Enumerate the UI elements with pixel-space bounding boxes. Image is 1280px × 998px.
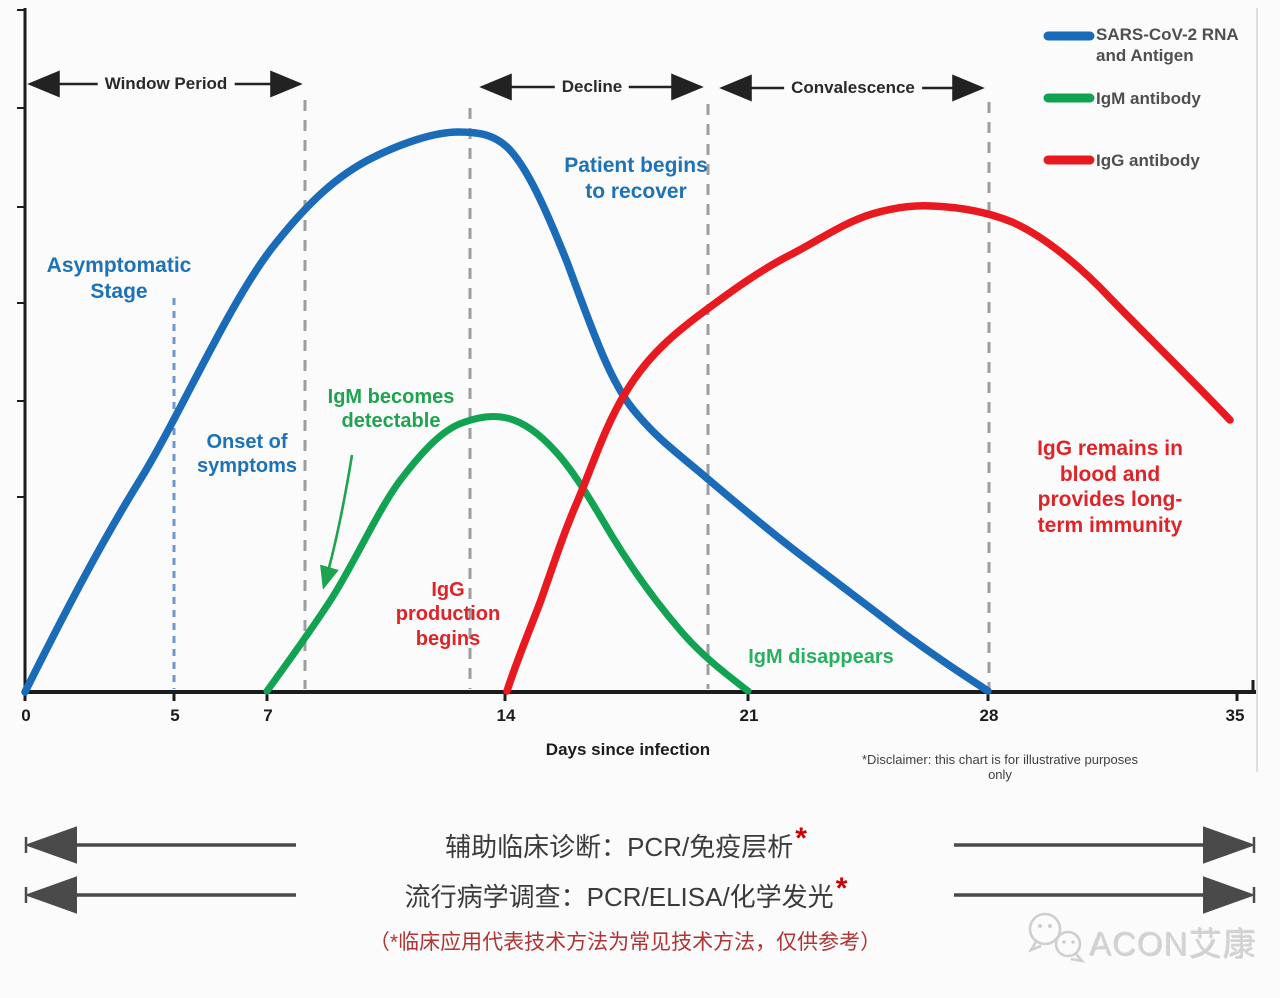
x-axis-title: Days since infection — [545, 740, 711, 759]
x-tick-21: 21 — [739, 706, 759, 725]
x-tick-0: 0 — [21, 706, 31, 725]
annotation-onset-of-symptoms: Onset of symptoms — [196, 431, 298, 478]
igm-detectable-pointer-arrow — [320, 454, 354, 590]
curve-igm-antibody — [263, 413, 752, 695]
legend-label-igm: IgM antibody — [1096, 89, 1201, 108]
x-axis-ticks — [23, 692, 1239, 701]
annotation-igg-production-begins: IgG production begins — [395, 579, 501, 650]
footer-row1-asterisk: * — [795, 822, 807, 855]
curve-igg-antibody — [503, 202, 1234, 695]
x-tick-14: 14 — [496, 706, 516, 725]
legend-swatches — [1043, 31, 1095, 165]
x-tick-5: 5 — [170, 706, 180, 725]
footer-arrows — [24, 826, 1256, 914]
footer-note: （*临床应用代表技术方法为常见技术方法，仅供参考） — [368, 931, 882, 954]
x-tick-35: 35 — [1225, 706, 1245, 725]
annotation-igg-remains: IgG remains in blood and provides long- … — [1037, 437, 1183, 537]
x-tick-28: 28 — [979, 706, 999, 725]
y-axis-ticks — [17, 9, 25, 498]
footer-row-clinical-diagnosis: 辅助临床诊断：PCR/免疫层析* — [296, 822, 954, 864]
curve-sars-cov-2-rna — [21, 128, 992, 696]
legend-label-rna: SARS-CoV-2 RNA and Antigen — [1096, 25, 1239, 66]
footer-row1-text: 辅助临床诊断：PCR/免疫层析 — [445, 832, 794, 862]
annotation-asymptomatic-stage: Asymptomatic Stage — [46, 254, 192, 303]
x-tick-7: 7 — [263, 706, 273, 725]
phase-label-convalescence: Convalescence — [784, 79, 922, 96]
footer-row2-asterisk: * — [835, 872, 848, 905]
footer-row-epidemiology: 流行病学调查：PCR/ELISA/化学发光* — [296, 872, 954, 914]
wechat-icon — [1027, 912, 1086, 963]
watermark: ACON艾康 — [1018, 912, 1268, 972]
annotation-igm-disappears: IgM disappears — [748, 646, 894, 668]
axes — [17, 8, 1256, 701]
dashed-guides — [172, 100, 991, 689]
phase-label-decline: Decline — [554, 78, 630, 95]
watermark-text: ACON艾康 — [1090, 926, 1258, 963]
annotation-igm-becomes-detectable: IgM becomes detectable — [327, 386, 455, 433]
legend-label-igg: IgG antibody — [1096, 151, 1200, 170]
footer-row2-text: 流行病学调查：PCR/ELISA/化学发光 — [404, 882, 834, 912]
phase-label-window-period: Window Period — [97, 75, 235, 92]
annotation-patient-begins-to-recover: Patient begins to recover — [564, 154, 708, 203]
disclaimer-text: *Disclaimer: this chart is for illustrat… — [862, 752, 1138, 782]
